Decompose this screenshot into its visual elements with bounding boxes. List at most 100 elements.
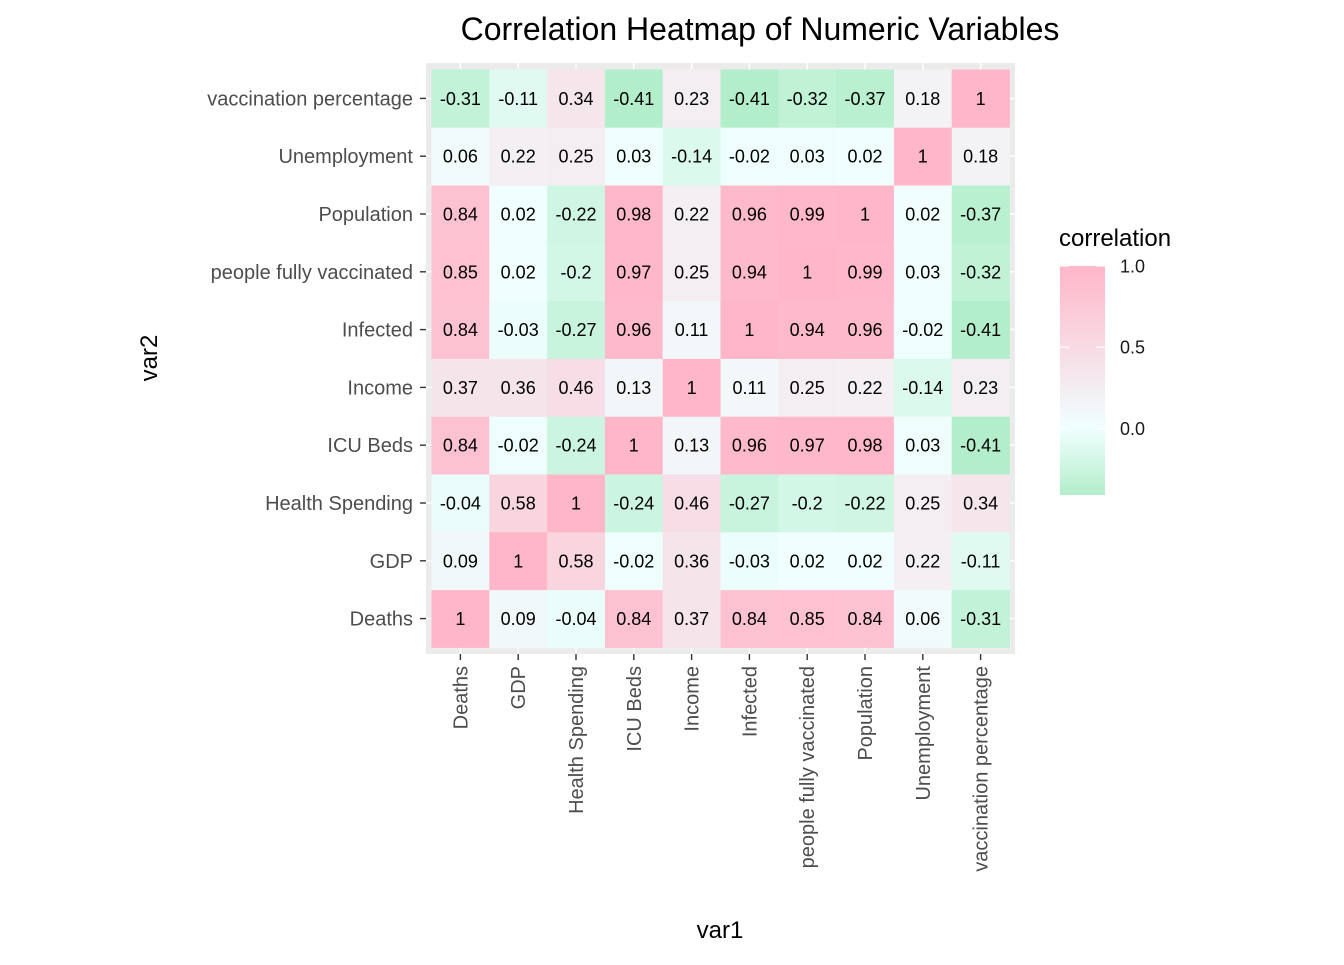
heatmap-cell: [951, 589, 1010, 648]
cell-value-label: -0.24: [613, 494, 654, 514]
heatmap-cell: [951, 127, 1010, 186]
legend-ticks: 1.0 0.5 0.0: [1060, 257, 1145, 439]
cell-value-label: 0.94: [790, 320, 825, 340]
cell-value-label: -0.02: [729, 147, 770, 167]
cell-value-label: -0.11: [961, 551, 1001, 571]
cell-value-label: 0.84: [847, 609, 882, 629]
heatmap-cell: [720, 300, 779, 359]
legend-tick-label: 1.0: [1120, 257, 1145, 277]
cell-value-label: -0.02: [613, 551, 654, 571]
y-tick-label: Infected: [342, 320, 413, 342]
chart-title: Correlation Heatmap of Numeric Variables: [461, 11, 1060, 47]
cell-value-label: -0.27: [555, 320, 596, 340]
heatmap-cell: [893, 358, 953, 417]
heatmap-cell: [778, 531, 837, 591]
cell-value-label: -0.37: [844, 89, 885, 109]
cell-value-label: -0.14: [671, 147, 712, 167]
cell-value-label: 0.23: [963, 378, 998, 398]
cell-value-label: 0.97: [790, 436, 825, 456]
cell-value-label: 1: [918, 147, 928, 167]
cell-value-label: -0.14: [902, 378, 943, 398]
heatmap-cell: [893, 300, 953, 359]
heatmap-cell: [951, 531, 1010, 591]
cell-value-label: -0.32: [787, 89, 828, 109]
x-tick-label: vaccination percentage: [971, 666, 993, 872]
cell-value-label: 0.98: [616, 205, 651, 225]
heatmap-cell: [893, 69, 953, 128]
heatmap-cell: [604, 416, 664, 475]
legend-colorbar: [1060, 266, 1105, 495]
y-tick-label: GDP: [370, 551, 413, 573]
cell-value-label: 0.25: [674, 262, 709, 282]
y-tick-label: ICU Beds: [327, 435, 413, 457]
cell-value-label: 0.25: [905, 494, 940, 514]
heatmap-cell: [431, 531, 490, 591]
heatmap-cell: [604, 242, 664, 302]
heatmap-cell: [604, 69, 664, 128]
legend-tick-label: 0.0: [1120, 419, 1145, 439]
heatmap-cell: [662, 127, 721, 186]
cell-value-label: -0.02: [498, 436, 539, 456]
heatmap-cell: [604, 589, 664, 648]
heatmap-cell: [951, 474, 1010, 533]
cell-value-label: 0.02: [501, 262, 536, 282]
heatmap-cell: [836, 474, 895, 533]
cell-value-label: 0.22: [847, 378, 882, 398]
x-tick-label: Income: [682, 666, 704, 732]
heatmap-cell: [720, 242, 779, 302]
cell-value-label: -0.04: [555, 609, 596, 629]
heatmap-cell: [489, 300, 548, 359]
cell-value-label: -0.41: [729, 89, 770, 109]
heatmap-cell: [951, 242, 1010, 302]
cell-value-label: -0.31: [960, 609, 1001, 629]
heatmap-cell: [893, 127, 953, 186]
x-tick-label: Infected: [739, 666, 761, 737]
heatmap-cell: [489, 416, 548, 475]
heatmap-cell: [951, 358, 1010, 417]
heatmap-cell: [431, 358, 490, 417]
cell-value-label: 0.23: [674, 89, 709, 109]
cell-value-label: 0.18: [905, 89, 940, 109]
heatmap-cell: [547, 531, 606, 591]
heatmap-cell: [431, 416, 490, 475]
cell-value-label: -0.03: [729, 551, 770, 571]
cell-value-label: 0.58: [558, 551, 593, 571]
cell-value-label: -0.22: [555, 205, 596, 225]
cell-value-label: 0.36: [501, 378, 536, 398]
y-tick-label: Population: [318, 204, 413, 226]
heatmap-cell: [662, 358, 721, 417]
cell-value-label: 0.94: [732, 262, 767, 282]
heatmap-cell: [720, 185, 779, 244]
cell-value-label: -0.27: [729, 494, 770, 514]
cell-value-label: 1: [571, 494, 581, 514]
cell-value-label: 1: [976, 89, 986, 109]
heatmap-cell: [778, 589, 837, 648]
heatmap-cell: [547, 300, 606, 359]
heatmap-cell: [489, 531, 548, 591]
heatmap-cell: [836, 300, 895, 359]
x-tick-label: Unemployment: [913, 666, 935, 801]
heatmap-cell: [604, 185, 664, 244]
heatmap-cell: [662, 474, 721, 533]
heatmap-cell: [778, 358, 837, 417]
cell-value-label: -0.41: [960, 436, 1001, 456]
cell-value-label: 0.36: [674, 551, 709, 571]
y-tick-label: Unemployment: [278, 146, 413, 168]
cell-value-label: -0.2: [560, 262, 591, 282]
heatmap-cell: [489, 242, 548, 302]
cell-value-label: 0.98: [847, 436, 882, 456]
cell-value-label: -0.11: [498, 89, 538, 109]
cell-value-label: 0.03: [790, 147, 825, 167]
heatmap-cell: [604, 127, 664, 186]
heatmap-cell: [836, 127, 895, 186]
cell-value-label: 0.13: [674, 436, 709, 456]
heatmap-cell: [489, 474, 548, 533]
cell-value-label: 0.34: [558, 89, 593, 109]
cell-value-label: 0.06: [905, 609, 940, 629]
x-tick-label: Health Spending: [566, 666, 588, 814]
heatmap-cell: [547, 127, 606, 186]
cell-value-label: 0.25: [558, 147, 593, 167]
cell-value-label: 0.03: [616, 147, 651, 167]
cell-value-label: -0.2: [792, 494, 823, 514]
cell-value-label: 0.37: [674, 609, 709, 629]
